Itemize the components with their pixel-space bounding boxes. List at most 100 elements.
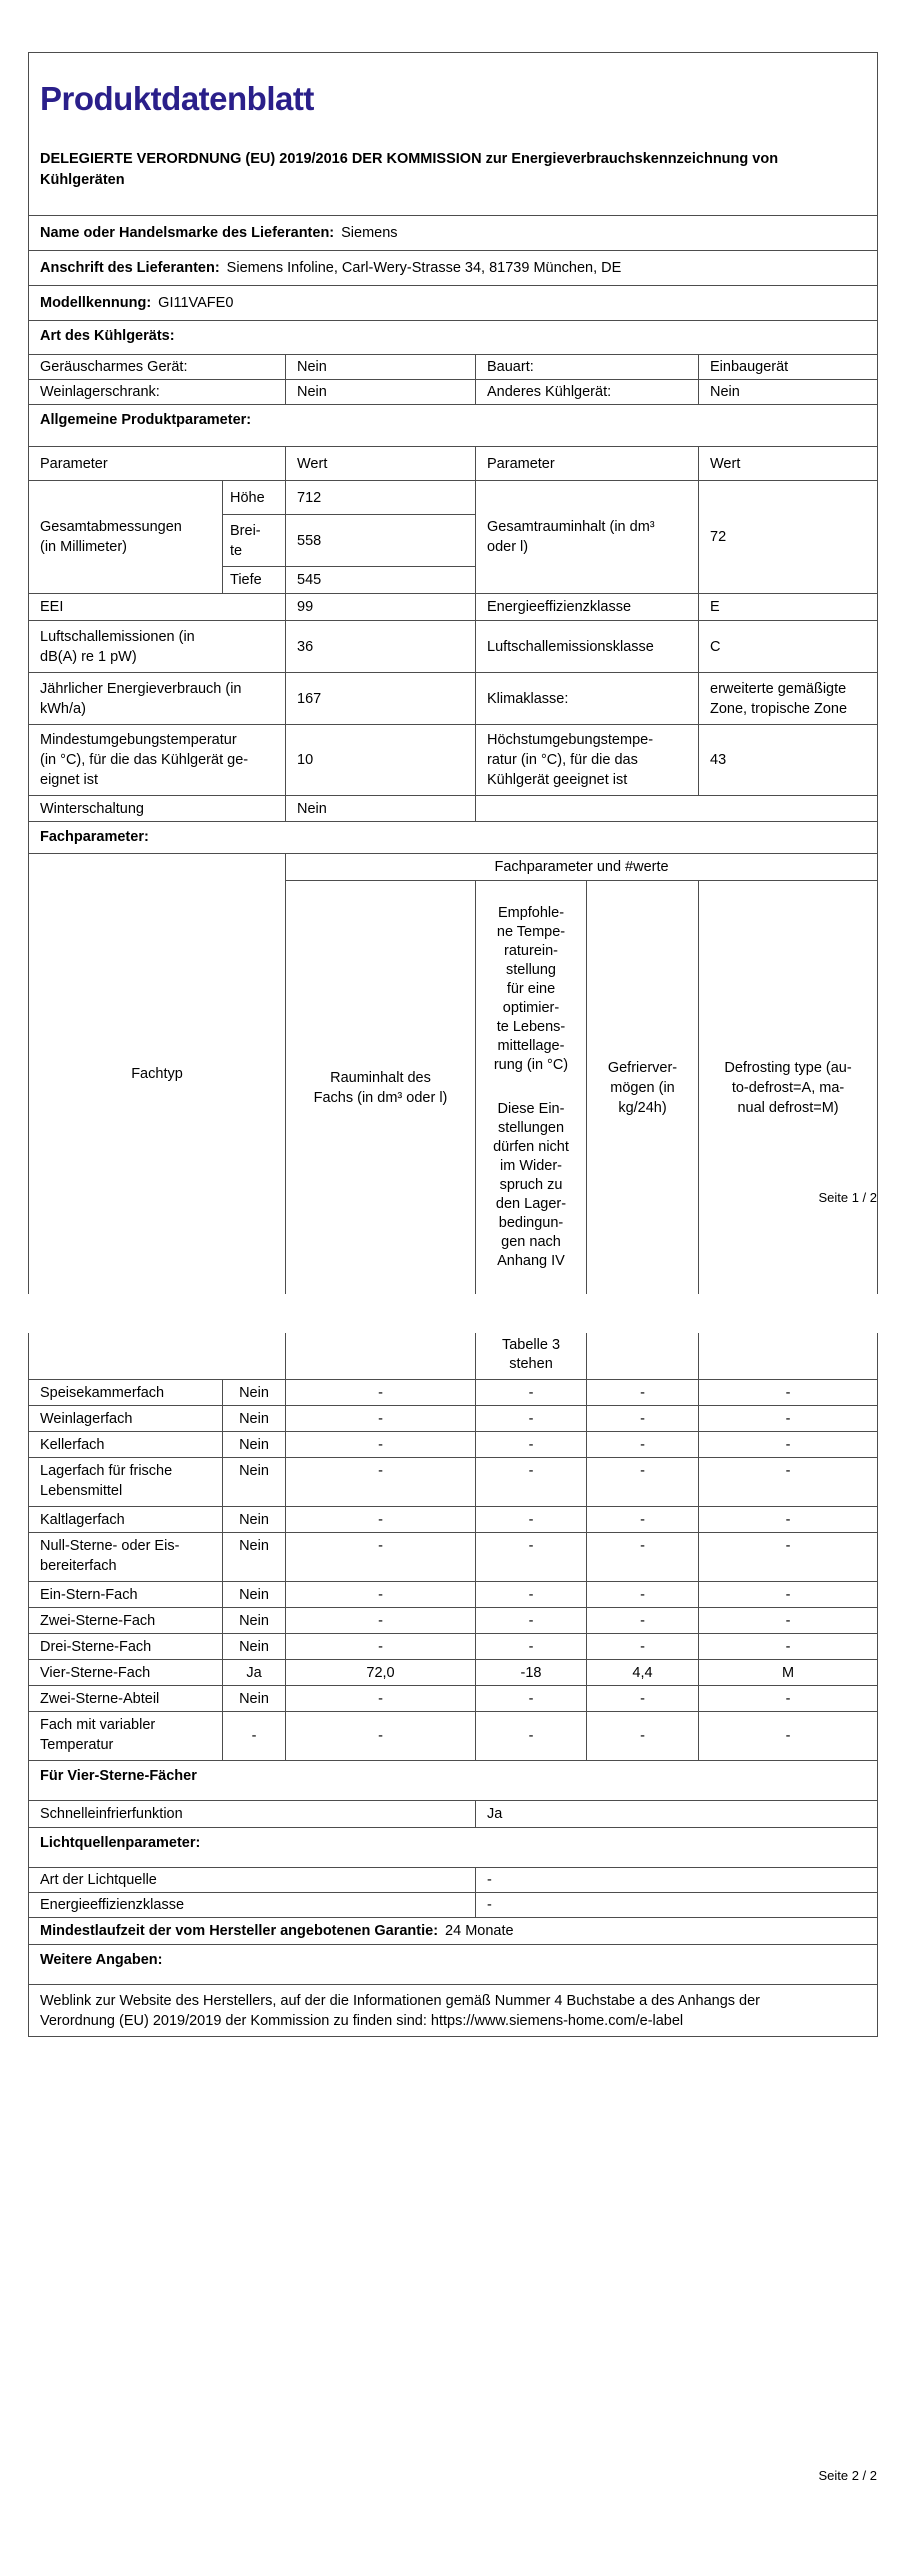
- empty-cell: [28, 1333, 286, 1380]
- compartment-row: Drei-Sterne-Fach Nein - - - -: [28, 1632, 878, 1660]
- compartment-volume: -: [285, 1404, 476, 1432]
- param-value: E: [697, 593, 879, 621]
- param-value: erweiterte gemäßigte Zone, tropische Zon…: [697, 672, 879, 725]
- general-params-section-row: Allgemeine Produktparameter:: [27, 404, 879, 447]
- product-datasheet-page1: Produktdatenblatt DELEGIERTE VERORDNUNG …: [27, 52, 879, 1294]
- compartment-column-headers-row: Rauminhalt des Fachs (in dm³ oder l) Emp…: [29, 880, 879, 1294]
- compartment-label: Zwei-Sterne-Abteil: [28, 1684, 223, 1712]
- compartment-defrost: -: [698, 1378, 878, 1406]
- supplier-name-cell: Name oder Handelsmarke des Lieferanten: S…: [27, 215, 879, 251]
- four-star-section-row: Für Vier-Sterne-Fächer: [28, 1759, 878, 1801]
- param-value: 10: [285, 724, 476, 796]
- winter-setting-row: Winterschaltung Nein: [28, 795, 879, 822]
- total-volume-label: Gesamtrauminhalt (in dm³ oder l): [475, 480, 699, 594]
- compartment-row: Weinlagerfach Nein - - - -: [28, 1404, 878, 1432]
- title-cell: Produktdatenblatt DELEGIERTE VERORDNUNG …: [27, 52, 879, 216]
- model-id-row: Modellkennung: GI11VAFE0: [27, 285, 879, 321]
- dimensions-depth-row: Tiefe 545: [29, 566, 878, 594]
- compartment-present: Nein: [222, 1531, 286, 1582]
- compartment-present: Nein: [222, 1505, 286, 1533]
- light-source-value: -: [475, 1866, 878, 1893]
- warranty-label: Mindestlaufzeit der vom Hersteller angeb…: [40, 1922, 439, 1939]
- model-id-label: Modellkennung:: [40, 295, 152, 311]
- param-header: Parameter: [475, 446, 699, 481]
- compartment-present: Nein: [222, 1580, 286, 1608]
- compartment-temp: -: [475, 1404, 587, 1432]
- wert-header: Wert: [697, 446, 879, 481]
- product-datasheet-page2: Tabelle 3 stehen Speisekammerfach Nein -…: [28, 1333, 878, 2037]
- dimension-value: 545: [285, 566, 476, 594]
- light-efficiency-label: Energieeffizienzklasse: [28, 1891, 476, 1918]
- title-row: Produktdatenblatt DELEGIERTE VERORDNUNG …: [27, 52, 879, 216]
- compartment-defrost: -: [698, 1606, 878, 1634]
- compartment-present: Nein: [222, 1684, 286, 1712]
- compartment-volume: -: [285, 1531, 476, 1582]
- supplier-name-label: Name oder Handelsmarke des Lieferanten:: [40, 225, 335, 241]
- dimension-key: Brei- te: [222, 514, 286, 567]
- supplier-address-cell: Anschrift des Lieferanten: Siemens Infoli…: [27, 250, 879, 286]
- compartment-freeze: -: [586, 1505, 699, 1533]
- four-star-section: Für Vier-Sterne-Fächer: [28, 1759, 878, 1801]
- model-id-cell: Modellkennung: GI11VAFE0: [27, 285, 879, 321]
- compartment-label: Kaltlagerfach: [28, 1505, 223, 1533]
- ambient-temperature-row: Mindestumgebungstemperatur (in °C), für …: [28, 724, 879, 796]
- appliance-type-section: Art des Kühlgeräts:: [27, 320, 879, 355]
- compartment-defrost: M: [698, 1658, 878, 1686]
- compartment-defrost: -: [698, 1404, 878, 1432]
- compartment-present: Nein: [222, 1632, 286, 1660]
- param-label: Klimaklasse:: [475, 672, 699, 725]
- general-params-section: Allgemeine Produktparameter:: [27, 404, 879, 447]
- param-label: Luftschallemissionen (in dB(A) re 1 pW): [28, 620, 286, 673]
- compartment-temp: -18: [475, 1658, 587, 1686]
- compartment-row: Kellerfach Nein - - - -: [28, 1430, 878, 1458]
- low-noise-row: Geräuscharmes Gerät: Nein Bauart: Einbau…: [28, 354, 879, 380]
- compartment-volume: -: [285, 1430, 476, 1458]
- param-value: Nein: [285, 379, 476, 405]
- compartment-label: Kellerfach: [28, 1430, 223, 1458]
- compartment-type-header: Fachtyp: [28, 853, 286, 1294]
- param-value: Nein: [285, 354, 476, 380]
- param-value: C: [697, 620, 879, 673]
- compartment-defrost: -: [698, 1580, 878, 1608]
- compartment-volume: -: [285, 1505, 476, 1533]
- compartment-volume-header: Rauminhalt des Fachs (in dm³ oder l): [285, 880, 476, 1294]
- compartment-present: Nein: [222, 1378, 286, 1406]
- param-label: Mindestumgebungstemperatur (in °C), für …: [28, 724, 286, 796]
- param-value: Einbaugerät: [697, 354, 879, 380]
- param-value: 99: [285, 593, 476, 621]
- empty-cell: [698, 1333, 878, 1380]
- compartment-label: Lagerfach für frische Lebensmittel: [28, 1456, 223, 1507]
- dimensions-width-row: Brei- te 558: [29, 514, 878, 567]
- compartment-present: Nein: [222, 1430, 286, 1458]
- compartment-freeze: -: [586, 1378, 699, 1406]
- compartment-freeze: -: [586, 1456, 699, 1507]
- compartment-freeze: -: [586, 1531, 699, 1582]
- compartment-label: Fach mit variabler Temperatur: [28, 1710, 223, 1761]
- fast-freeze-label: Schnelleinfrierfunktion: [28, 1799, 476, 1828]
- compartment-label: Vier-Sterne-Fach: [28, 1658, 223, 1686]
- light-efficiency-row: Energieeffizienzklasse -: [28, 1891, 878, 1918]
- compartment-present: Nein: [222, 1606, 286, 1634]
- param-label: Anderes Kühlgerät:: [475, 379, 699, 405]
- compartment-defrost: -: [698, 1430, 878, 1458]
- compartment-label: Null-Sterne- oder Eis- bereiterfach: [28, 1531, 223, 1582]
- compartment-label: Speisekammerfach: [28, 1378, 223, 1406]
- warranty-cell: Mindestlaufzeit der vom Hersteller angeb…: [28, 1916, 878, 1945]
- compartment-row: Null-Sterne- oder Eis- bereiterfach Nein…: [28, 1531, 878, 1582]
- dimension-value: 712: [285, 480, 476, 515]
- compartment-label: Weinlagerfach: [28, 1404, 223, 1432]
- compartment-freeze: -: [586, 1580, 699, 1608]
- compartment-volume: -: [285, 1710, 476, 1761]
- compartment-row: Kaltlagerfach Nein - - - -: [28, 1505, 878, 1533]
- compartment-temp: -: [475, 1456, 587, 1507]
- page-title: Produktdatenblatt: [40, 80, 314, 117]
- param-value: 36: [285, 620, 476, 673]
- freezing-capacity-header: Gefrierver- mögen (in kg/24h): [586, 880, 699, 1294]
- compartment-present: Ja: [222, 1658, 286, 1686]
- temperature-header-continued: Tabelle 3 stehen: [475, 1333, 587, 1380]
- param-value: Nein: [285, 795, 476, 822]
- param-header: Parameter: [28, 446, 286, 481]
- param-label: Bauart:: [475, 354, 699, 380]
- compartment-freeze: 4,4: [586, 1658, 699, 1686]
- dimensions-height-row: Gesamtabmessungen (in Millimeter) Höhe 7…: [28, 480, 879, 594]
